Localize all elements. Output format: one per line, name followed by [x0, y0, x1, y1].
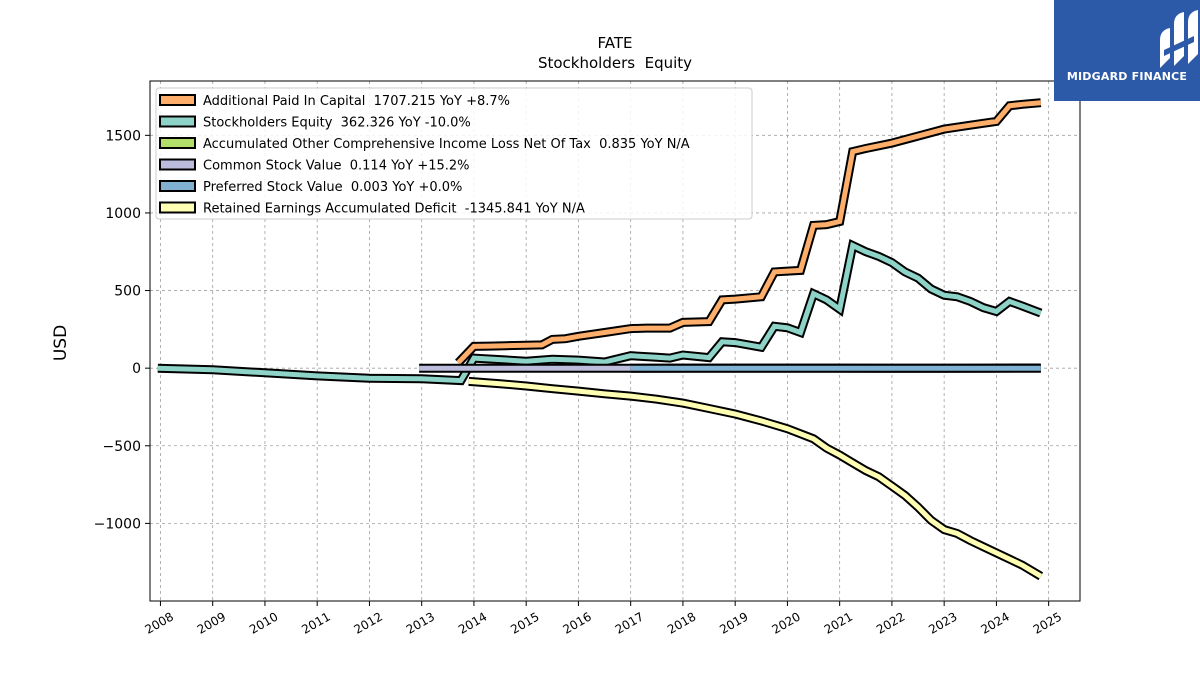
x-tick-label: 2015 — [508, 609, 541, 636]
x-tick-label: 2016 — [560, 609, 593, 636]
series-additional-paid-in-capital-line — [455, 98, 1042, 366]
logo-text: MIDGARD FINANCE — [1066, 70, 1188, 83]
legend-swatch — [159, 158, 196, 171]
x-tick-label: 2010 — [247, 609, 280, 636]
legend-swatch — [159, 94, 196, 106]
x-tick-label: 2017 — [613, 609, 646, 636]
midgard-finance-logo: MIDGARD FINANCE — [1054, 0, 1200, 101]
legend: Additional Paid In Capital 1707.215 YoY … — [155, 87, 753, 220]
x-tick-label: 2024 — [978, 609, 1011, 636]
x-tick-label: 2022 — [874, 609, 907, 636]
y-tick-label: −500 — [103, 439, 141, 455]
legend-entry: Common Stock Value 0.114 YoY +15.2% — [203, 159, 470, 174]
legend-swatch — [159, 201, 196, 214]
series-additional-paid-in-capital-line-stroke — [456, 100, 1042, 365]
y-tick-label: 1000 — [105, 206, 141, 222]
series-stockholders-equity-line — [157, 238, 1043, 386]
legend-entry: Preferred Stock Value 0.003 YoY +0.0% — [203, 180, 462, 195]
series-stockholders-equity-line-stroke — [157, 241, 1042, 384]
legend-swatch — [159, 115, 196, 128]
y-tick-label: 1500 — [105, 128, 141, 144]
legend-box — [155, 87, 753, 220]
legend-entry: Accumulated Other Comprehensive Income L… — [203, 137, 690, 152]
logo-mark-icon — [1160, 10, 1198, 68]
legend-swatch — [159, 137, 196, 149]
x-tick-label: 2013 — [404, 609, 437, 636]
x-tick-label: 2019 — [717, 609, 750, 636]
x-tick-label: 2009 — [195, 609, 228, 636]
x-tick-label: 2023 — [926, 609, 959, 636]
series-layer — [157, 98, 1044, 581]
series-retained-earnings-accumulated-deficit-line-outline — [468, 376, 1044, 581]
x-tick-label: 2018 — [665, 609, 698, 636]
plot-frame — [149, 80, 1081, 602]
x-tick-label: 2020 — [769, 609, 802, 636]
y-tick-label: −1000 — [94, 516, 141, 532]
series-retained-earnings-accumulated-deficit-line — [468, 376, 1044, 581]
x-tick-label: 2012 — [351, 609, 384, 636]
legend-entry: Additional Paid In Capital 1707.215 YoY … — [203, 94, 510, 109]
legend-swatch — [159, 180, 196, 192]
x-tick-label: 2011 — [299, 609, 332, 636]
legend-entry: Stockholders Equity 362.326 YoY -10.0% — [203, 116, 471, 131]
x-tick-label: 2014 — [456, 609, 489, 636]
x-tick-label: 2025 — [1031, 609, 1064, 636]
chart-title: FATE — [598, 34, 633, 52]
x-tick-label: 2021 — [822, 609, 855, 636]
series-retained-earnings-accumulated-deficit-line-stroke — [468, 378, 1043, 579]
chart-subtitle: Stockholders Equity — [538, 54, 692, 72]
y-tick-label: 0 — [132, 361, 141, 377]
y-axis-label: USD — [51, 325, 71, 361]
legend-entry: Retained Earnings Accumulated Deficit -1… — [203, 202, 585, 217]
x-tick-label: 2008 — [142, 609, 175, 636]
y-tick-label: 500 — [114, 284, 141, 300]
